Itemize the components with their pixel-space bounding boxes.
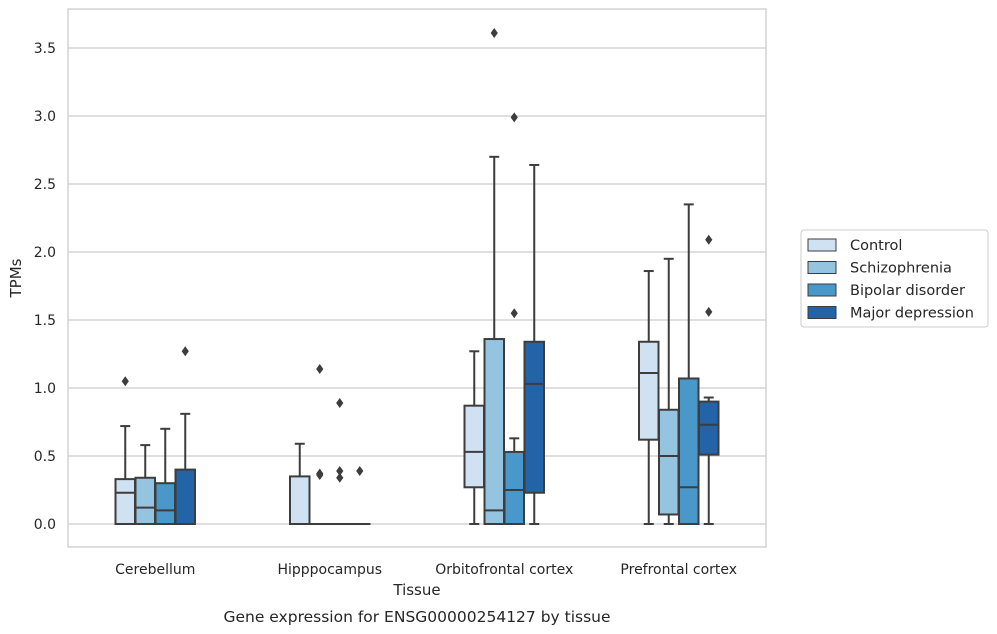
box-body [503, 450, 525, 526]
outlier-marker [121, 376, 129, 387]
box-body [658, 408, 680, 516]
x-tick-labels: Cerebellum Hipppocampus Orbitofrontal cort… [115, 562, 737, 578]
box-body [638, 340, 660, 441]
y-tick-label: 3.5 [34, 41, 56, 57]
box-1-1 [309, 363, 331, 526]
outlier-marker [316, 470, 324, 481]
x-tick-label: Prefrontal cortex [620, 562, 737, 578]
outlier-marker [336, 472, 344, 483]
y-tick-label: 2.5 [34, 177, 56, 193]
box-body [114, 478, 136, 525]
box-body [463, 404, 485, 489]
outlier-marker [705, 306, 713, 317]
x-axis-label: Tissue [392, 581, 440, 599]
box-body [698, 400, 720, 456]
box-body [289, 475, 311, 525]
box-0-2 [463, 350, 485, 525]
y-tick-label: 1.5 [34, 313, 56, 329]
legend-label: Major depression [850, 306, 974, 322]
x-tick-label: Orbitofrontal cortex [435, 562, 573, 578]
legend-frame [800, 229, 989, 328]
box-body [678, 377, 700, 526]
box-2-3 [678, 203, 700, 526]
x-tick-label: Cerebellum [115, 562, 195, 578]
box-body [174, 468, 196, 526]
box-3-2 [523, 163, 545, 525]
y-tick-labels: 0.0 0.5 1.0 1.5 2.0 2.5 3.0 3.5 [34, 41, 56, 533]
outlier-marker [705, 234, 713, 245]
x-tick-label: Hipppocampus [277, 562, 382, 578]
y-axis-label: TPMs [7, 258, 25, 298]
y-tick-label: 0.5 [34, 449, 56, 465]
legend: Control Schizophrenia Bipolar disorder Majo… [800, 229, 989, 328]
box-0-3 [638, 270, 660, 525]
outlier-marker [336, 465, 344, 476]
box-body [134, 476, 156, 526]
box-1-3 [658, 257, 680, 525]
outlier-marker [356, 465, 364, 476]
box-3-0 [174, 346, 196, 526]
y-tick-label: 3.0 [34, 109, 56, 125]
box-2-1 [329, 397, 351, 526]
y-tick-label: 0.0 [34, 517, 56, 533]
legend-label: Control [850, 238, 902, 254]
box-body [483, 338, 505, 526]
legend-swatch [807, 238, 837, 252]
outlier-marker [490, 28, 498, 39]
legend-label: Bipolar disorder [850, 283, 965, 299]
outlier-marker [510, 112, 518, 123]
legend-swatch [807, 283, 837, 297]
legend-swatch [807, 261, 837, 274]
box-body [523, 340, 545, 494]
legend-swatch [807, 306, 837, 319]
y-tick-label: 1.0 [34, 381, 56, 397]
outlier-marker [336, 397, 344, 408]
box-1-2 [483, 28, 505, 526]
box-3-1 [349, 465, 371, 526]
boxes-layer [114, 28, 720, 526]
box-1-0 [134, 444, 156, 526]
y-tick-label: 2.0 [34, 245, 56, 261]
box-2-0 [154, 427, 176, 526]
box-2-2 [503, 112, 525, 526]
outlier-marker [510, 308, 518, 319]
outlier-marker [316, 363, 324, 374]
box-body [154, 482, 176, 526]
legend-label: Schizophrenia [850, 261, 952, 277]
figure-caption: Gene expression for ENSG00000254127 by t… [223, 608, 610, 626]
outlier-marker [181, 346, 189, 357]
box-0-1 [289, 442, 311, 525]
box-3-3 [698, 234, 720, 525]
